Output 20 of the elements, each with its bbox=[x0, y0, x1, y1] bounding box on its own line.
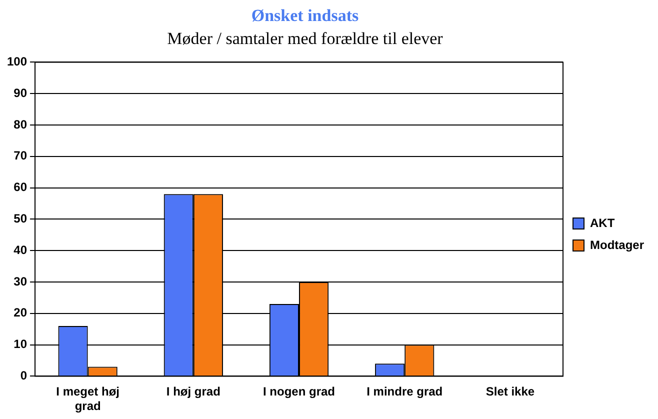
y-tick-label: 60 bbox=[14, 180, 28, 194]
y-tick-label: 40 bbox=[14, 242, 28, 257]
y-tick-label: 90 bbox=[14, 86, 28, 100]
x-tick-label: Slet ikke bbox=[486, 384, 535, 399]
chart-subtitle: Møder / samtaler med forældre til elever bbox=[166, 29, 444, 49]
y-tick-label: 0 bbox=[20, 368, 28, 383]
y-tick-label: 80 bbox=[14, 117, 28, 132]
y-tick-label: 30 bbox=[14, 274, 28, 288]
y-tick-label: 100 bbox=[6, 54, 28, 69]
x-tick-label: I meget høj grad bbox=[56, 384, 120, 414]
y-tick-label: 10 bbox=[14, 337, 28, 352]
y-tick-label: 70 bbox=[14, 148, 28, 163]
y-tick-label: 50 bbox=[14, 212, 28, 226]
x-tick-label: I nogen grad bbox=[263, 384, 336, 399]
x-tick-label: I mindre grad bbox=[366, 384, 443, 399]
legend-label: Modtager bbox=[590, 238, 644, 252]
chart-title: Ønsket indsats bbox=[250, 6, 360, 26]
x-tick-label: I høj grad bbox=[166, 384, 220, 399]
legend-label: AKT bbox=[590, 216, 616, 230]
y-tick-label: 20 bbox=[14, 306, 28, 320]
